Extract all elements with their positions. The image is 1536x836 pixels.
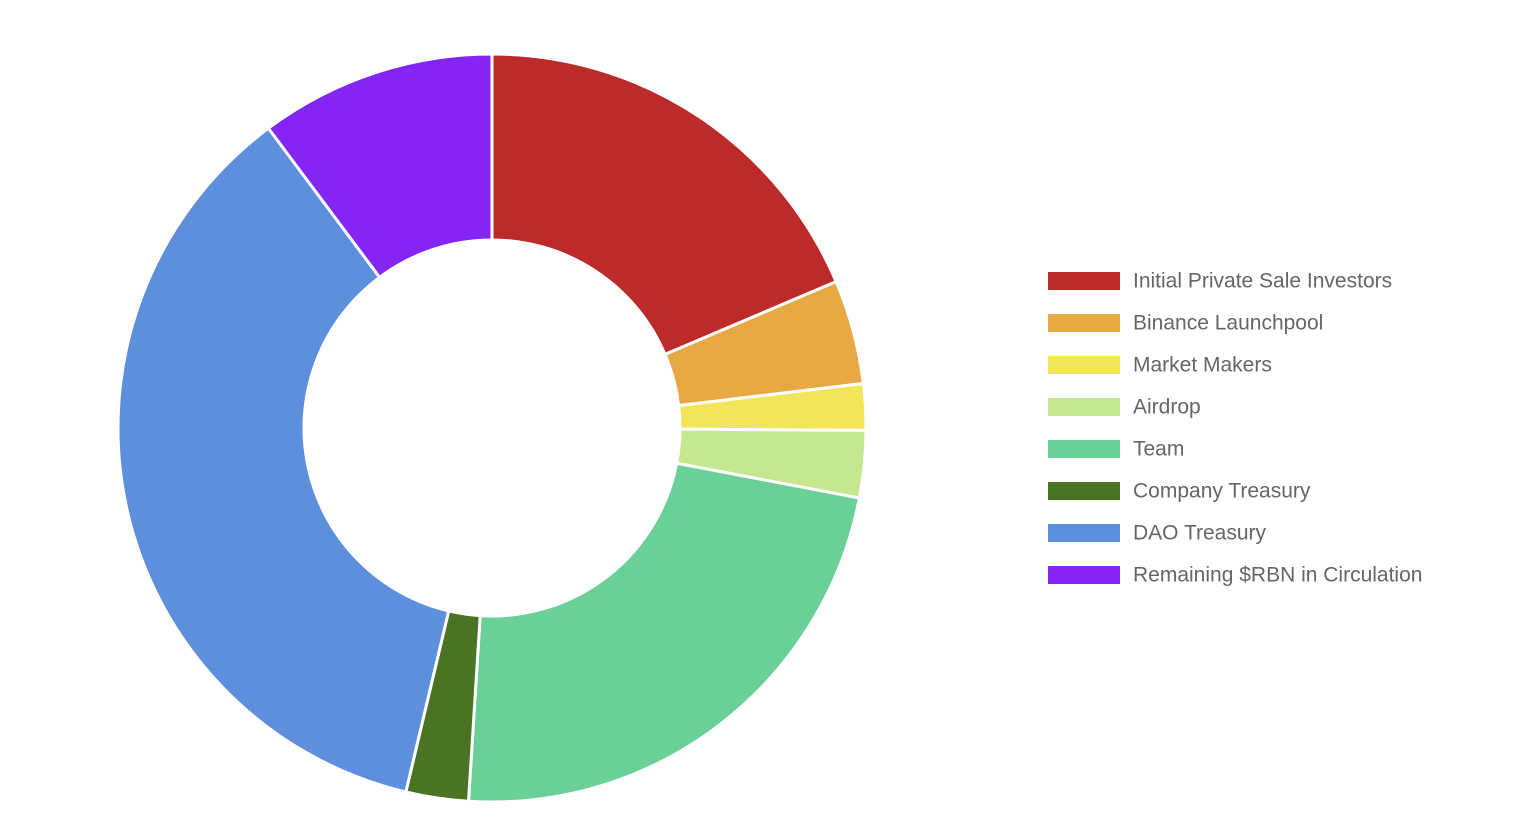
legend-label[interactable]: Market Makers xyxy=(1133,354,1272,377)
slice xyxy=(116,126,451,794)
legend-swatch[interactable] xyxy=(1048,314,1120,332)
legend-label[interactable]: Remaining $RBN in Circulation xyxy=(1133,564,1422,587)
legend-label[interactable]: Company Treasury xyxy=(1133,480,1311,503)
legend-swatch[interactable] xyxy=(1048,398,1120,416)
legend-label[interactable]: Binance Launchpool xyxy=(1133,312,1323,335)
legend-swatch[interactable] xyxy=(1048,524,1120,542)
legend-label[interactable]: DAO Treasury xyxy=(1133,522,1267,545)
legend-label[interactable]: Initial Private Sale Investors xyxy=(1133,270,1392,293)
legend-label[interactable]: Team xyxy=(1133,438,1184,461)
slice xyxy=(266,52,494,280)
slice xyxy=(466,461,862,804)
legend-swatch[interactable] xyxy=(1048,440,1120,458)
legend-swatch[interactable] xyxy=(1048,356,1120,374)
legend-swatch[interactable] xyxy=(1048,272,1120,290)
legend-swatch[interactable] xyxy=(1048,566,1120,584)
legend-swatch[interactable] xyxy=(1048,482,1120,500)
legend-label[interactable]: Airdrop xyxy=(1133,396,1201,419)
slice xyxy=(490,52,839,357)
